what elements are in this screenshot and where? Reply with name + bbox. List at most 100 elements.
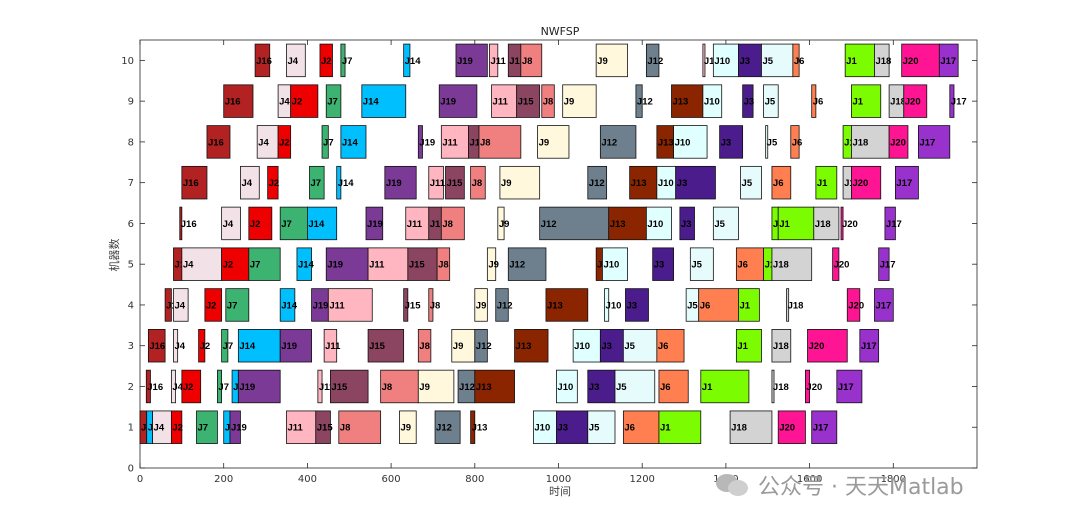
bar-label-j15-m2: J15 xyxy=(331,382,348,393)
bar-j10-m10 xyxy=(712,43,739,78)
bar-j6-m5 xyxy=(735,247,764,281)
bar-j3-m9 xyxy=(742,84,754,118)
bar-j2-m8 xyxy=(277,125,292,159)
bar-j9-m10 xyxy=(595,43,628,78)
bar-j16-m7 xyxy=(181,165,208,200)
y-tick-label: 10 xyxy=(121,56,134,67)
bar-j2-m2 xyxy=(181,369,202,404)
bar-j15-m4 xyxy=(403,288,409,322)
bar-j9-m4 xyxy=(474,288,488,322)
bar-label-j12-m6: J12 xyxy=(541,219,557,230)
bar-j12-m6 xyxy=(539,206,610,241)
bar-j6-m8 xyxy=(790,125,800,159)
bar-label-j18-m10: J18 xyxy=(875,56,891,67)
bar-label-j11-m10: J11 xyxy=(704,56,720,67)
bar-label-j9-m5: J9 xyxy=(488,260,499,271)
bar-j4-m10 xyxy=(286,43,306,78)
bar-j4-m5 xyxy=(181,247,223,281)
bar-label-j11-m6: J11 xyxy=(407,219,423,230)
bar-j5-m2 xyxy=(614,369,656,404)
bar-j20-m3 xyxy=(807,329,848,363)
bar-label-j15-m3: J15 xyxy=(369,341,386,352)
bar-j18-m10 xyxy=(874,43,890,78)
wechat-icon xyxy=(716,472,750,498)
bar-j20-m4 xyxy=(846,288,861,322)
bar-j14-m3 xyxy=(237,329,281,363)
bar-label-j15-m10: J15 xyxy=(509,56,526,67)
bar-label-j1-m4: J1 xyxy=(739,300,750,311)
bar-j16-m6 xyxy=(179,206,183,241)
bar-j11-m4 xyxy=(327,288,373,322)
bar-j20-m7 xyxy=(851,165,882,200)
bar-j11-m9 xyxy=(491,84,518,118)
bar-label-j18-m5: J18 xyxy=(773,260,789,271)
y-tick-label: 4 xyxy=(128,300,134,311)
bar-label-j19-m2: J19 xyxy=(239,382,255,393)
bar-j13-m3 xyxy=(514,329,549,363)
bar-label-j10-m3: J10 xyxy=(574,341,590,352)
bar-label-j5-m6: J5 xyxy=(714,219,725,230)
watermark-text: 公众号 · 天天Matlab xyxy=(758,475,964,500)
bar-j11-m10 xyxy=(702,43,706,78)
bar-j6-m4 xyxy=(698,288,739,322)
x-tick-label: 800 xyxy=(465,474,484,485)
bar-j5-m6 xyxy=(712,206,739,241)
bar-j17-m7 xyxy=(894,165,919,200)
bar-j2-m3 xyxy=(198,329,206,363)
bar-label-j16-m6: J16 xyxy=(181,219,197,230)
bar-j13-m2 xyxy=(474,369,515,404)
bar-j14-m5 xyxy=(296,247,312,281)
bar-label-j7-m6: J7 xyxy=(281,219,292,230)
bar-label-j15-m8: J15 xyxy=(470,137,487,148)
bar-label-j11-m3: J11 xyxy=(325,341,341,352)
bar-label-j11-m9: J11 xyxy=(493,97,509,108)
bar-label-j11-m8: J11 xyxy=(442,137,458,148)
bar-label-j5-m5: J5 xyxy=(691,260,702,271)
bar-label-j1-m5: J1 xyxy=(765,260,776,271)
bar-j8-m7 xyxy=(470,165,486,200)
bar-label-j14-m5: J14 xyxy=(298,260,315,271)
bar-label-j2-m5: J2 xyxy=(223,260,234,271)
bar-label-j14-m9: J14 xyxy=(363,97,380,108)
bar-label-j12-m7: J12 xyxy=(589,178,605,189)
bar-label-j11-m2: J11 xyxy=(319,382,335,393)
bar-j7-m3 xyxy=(221,329,229,363)
bar-j12-m10 xyxy=(645,43,660,78)
bar-label-j2-m9: J2 xyxy=(292,97,303,108)
bar-j16-m9 xyxy=(223,84,254,118)
bar-label-j9-m2: J9 xyxy=(419,382,430,393)
bar-j20-m8 xyxy=(888,125,909,159)
bar-label-j3-m7: J3 xyxy=(677,178,688,189)
bar-j6-m9 xyxy=(811,84,817,118)
bar-j1-m6 xyxy=(777,206,815,241)
bar-label-j9-m1: J9 xyxy=(400,423,411,434)
bar-j19-m5 xyxy=(325,247,369,281)
chart-title: NWFSP xyxy=(541,25,580,38)
bar-label-j16-m10: J16 xyxy=(256,56,272,67)
bar-j10-m8 xyxy=(673,125,708,159)
bar-label-j7-m4: J7 xyxy=(227,300,238,311)
bar-j2-m10 xyxy=(319,43,333,78)
bar-label-j10-m4: J10 xyxy=(606,300,622,311)
bar-label-j15-m1: J15 xyxy=(317,423,334,434)
bar-label-j19-m10: J19 xyxy=(457,56,473,67)
bar-j8-m4 xyxy=(428,288,434,322)
bar-label-j20-m2: J20 xyxy=(806,382,822,393)
bar-j4-m4 xyxy=(173,288,189,322)
bar-label-j13-m3: J13 xyxy=(516,341,532,352)
bar-label-j2-m7: J2 xyxy=(269,178,280,189)
bar-label-j13-m7: J13 xyxy=(631,178,647,189)
bar-j12-m3 xyxy=(474,329,488,363)
bar-label-j10-m5: J10 xyxy=(603,260,619,271)
bar-j12-m9 xyxy=(635,84,643,118)
bar-label-j5-m10: J5 xyxy=(762,56,773,67)
bar-label-j7-m9: J7 xyxy=(327,97,338,108)
bar-label-j19-m6: J19 xyxy=(367,219,383,230)
bar-label-j8-m1: J8 xyxy=(340,423,351,434)
bar-j10-m4 xyxy=(604,288,610,322)
bar-label-j2-m2: J2 xyxy=(183,382,194,393)
bar-j6-m7 xyxy=(771,165,792,200)
bar-j11-m8 xyxy=(440,125,469,159)
bar-label-j18-m1: J18 xyxy=(731,423,747,434)
bar-j7-m8 xyxy=(321,125,329,159)
